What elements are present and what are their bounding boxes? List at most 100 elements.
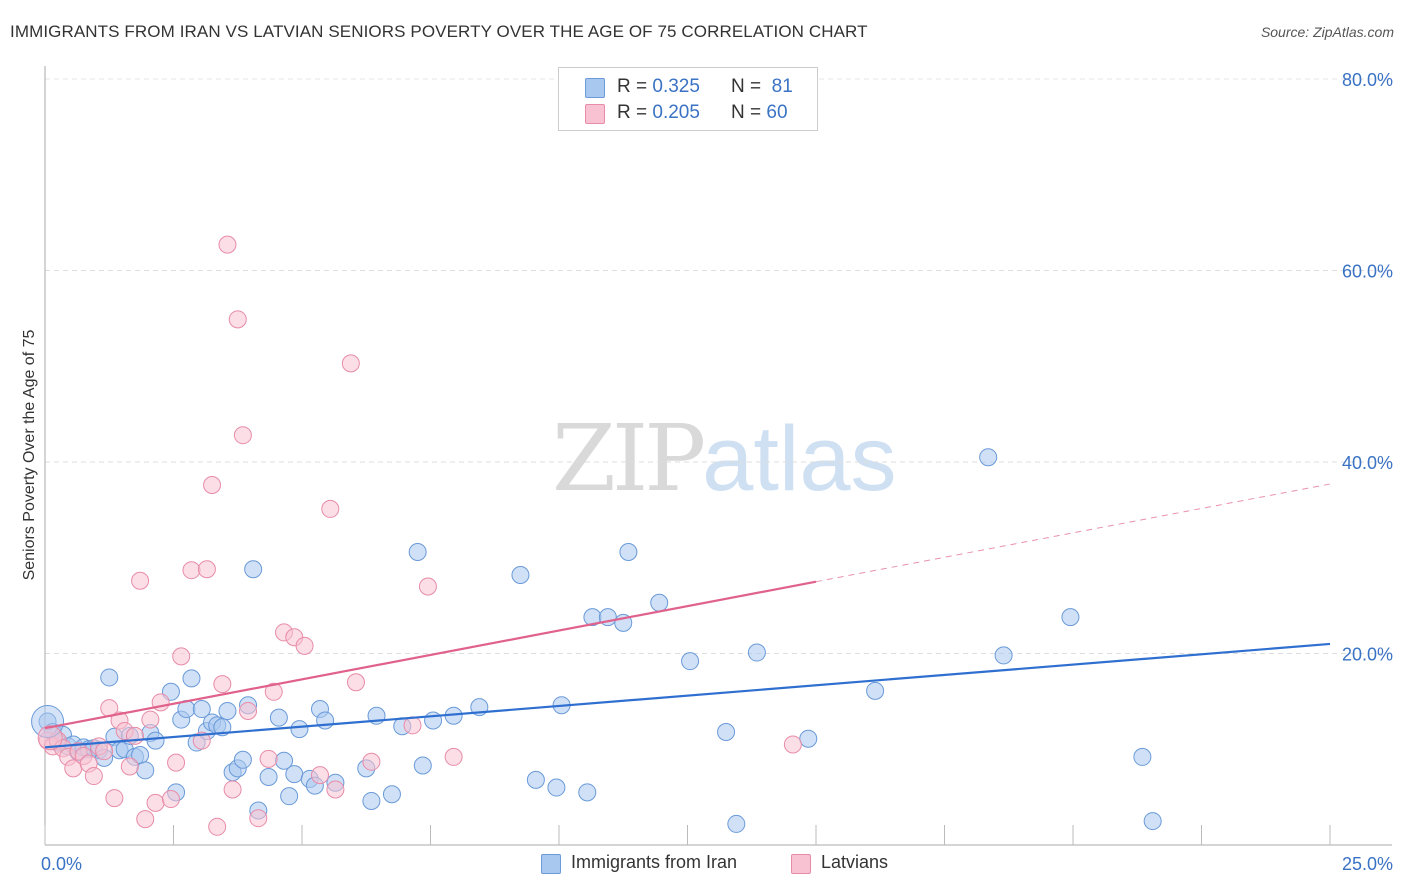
- point-iran-79: [1061, 608, 1080, 627]
- y-tick-label-0: 20.0%: [1342, 645, 1393, 665]
- point-latvians-36: [239, 701, 258, 720]
- point-iran-80: [1133, 747, 1152, 766]
- legend-r-value-iran: 0.325: [652, 76, 700, 97]
- zipatlas-watermark: ZIPatlas: [552, 405, 897, 512]
- point-latvians-51: [444, 747, 463, 766]
- point-iran-49: [316, 711, 335, 730]
- watermark-atlas: atlas: [702, 408, 897, 510]
- point-latvians-38: [259, 749, 278, 768]
- point-latvians-17: [125, 726, 144, 745]
- x-tick-label-1: 25.0%: [1342, 854, 1393, 874]
- point-iran-44: [285, 765, 304, 784]
- point-iran-28: [192, 700, 211, 719]
- point-latvians-18: [131, 571, 150, 590]
- point-iran-63: [547, 778, 566, 797]
- correlation-legend: R = 0.325 N = 81 R = 0.205 N = 60: [558, 67, 818, 131]
- point-iran-78: [994, 646, 1013, 665]
- trend-line-extension-latvians: [815, 483, 1331, 583]
- point-latvians-32: [218, 235, 237, 254]
- point-latvians-24: [167, 753, 186, 772]
- legend-n-value-latvians: 60: [766, 102, 788, 123]
- point-latvians-11: [95, 742, 114, 761]
- legend-r-label: R =: [617, 102, 648, 123]
- point-iran-32: [213, 718, 232, 737]
- point-latvians-25: [172, 647, 191, 666]
- point-iran-57: [413, 756, 432, 775]
- point-latvians-30: [208, 817, 227, 836]
- point-latvians-16: [120, 757, 139, 776]
- y-tick-label-3: 80.0%: [1342, 70, 1393, 90]
- point-iran-77: [979, 448, 998, 467]
- point-latvians-cluster: [37, 725, 63, 751]
- point-iran-19: [136, 761, 155, 780]
- point-latvians-13: [105, 789, 124, 808]
- source-label: Source: ZipAtlas.com: [1260, 24, 1394, 40]
- point-latvians-37: [249, 809, 268, 828]
- point-iran-71: [681, 652, 700, 671]
- legend-swatch-latvians: [585, 104, 605, 124]
- bottom-legend-swatch-iran: [541, 854, 561, 874]
- point-latvians-29: [203, 475, 222, 494]
- point-latvians-9: [84, 767, 103, 786]
- point-latvians-43: [310, 766, 329, 785]
- point-iran-56: [408, 543, 427, 562]
- point-iran-74: [747, 643, 766, 662]
- point-latvians-27: [192, 731, 211, 750]
- legend-n-label: N =: [731, 76, 762, 97]
- point-iran-65: [578, 783, 597, 802]
- point-latvians-35: [233, 426, 252, 445]
- point-iran-45: [290, 720, 309, 739]
- bottom-legend-swatch-latvians: [791, 854, 811, 874]
- point-iran-40: [259, 768, 278, 787]
- point-iran-41: [269, 708, 288, 727]
- point-latvians-34: [228, 310, 247, 329]
- y-tick-label-1: 40.0%: [1342, 453, 1393, 473]
- point-latvians-50: [418, 577, 437, 596]
- point-iran-21: [146, 731, 165, 750]
- point-latvians-44: [321, 499, 340, 518]
- y-axis-label: Seniors Poverty Over the Age of 75: [21, 329, 38, 581]
- point-iran-33: [218, 701, 237, 720]
- trend-line-iran: [44, 642, 1331, 749]
- point-latvians-42: [295, 636, 314, 655]
- point-iran-52: [362, 791, 381, 810]
- point-iran-70: [650, 593, 669, 612]
- point-iran-43: [280, 787, 299, 806]
- trend-line-latvians: [44, 580, 817, 730]
- point-iran-61: [511, 565, 530, 584]
- bottom-legend-label-iran: Immigrants from Iran: [571, 852, 738, 872]
- legend-n-label: N =: [731, 102, 762, 123]
- legend-swatch-iran: [585, 78, 605, 98]
- point-latvians-39: [264, 682, 283, 701]
- point-iran-36: [233, 750, 252, 769]
- x-tick-label-0: 0.0%: [41, 854, 82, 874]
- point-latvians-49: [403, 716, 422, 735]
- point-iran-26: [182, 669, 201, 688]
- point-latvians-47: [346, 673, 365, 692]
- point-iran-38: [244, 560, 263, 579]
- point-latvians-26: [182, 561, 201, 580]
- point-iran-69: [619, 543, 638, 562]
- point-latvians-28: [197, 560, 216, 579]
- point-iran-81: [1143, 812, 1162, 831]
- point-latvians-19: [136, 810, 155, 829]
- point-iran-73: [727, 814, 746, 833]
- point-latvians-31: [213, 675, 232, 694]
- point-latvians-33: [223, 780, 242, 799]
- point-latvians-48: [362, 752, 381, 771]
- point-iran-75: [799, 729, 818, 748]
- point-iran-72: [717, 723, 736, 742]
- point-latvians-52: [783, 735, 802, 754]
- point-iran-76: [866, 681, 885, 700]
- legend-r-label: R =: [617, 76, 648, 97]
- point-latvians-46: [341, 354, 360, 373]
- legend-r-value-latvians: 0.205: [652, 102, 700, 123]
- watermark-zip: ZIP: [552, 405, 706, 512]
- point-latvians-45: [326, 780, 345, 799]
- point-iran-12: [100, 668, 119, 687]
- chart-title: IMMIGRANTS FROM IRAN VS LATVIAN SENIORS …: [10, 22, 868, 41]
- point-latvians-20: [141, 710, 160, 729]
- point-latvians-23: [161, 790, 180, 809]
- point-iran-62: [526, 770, 545, 789]
